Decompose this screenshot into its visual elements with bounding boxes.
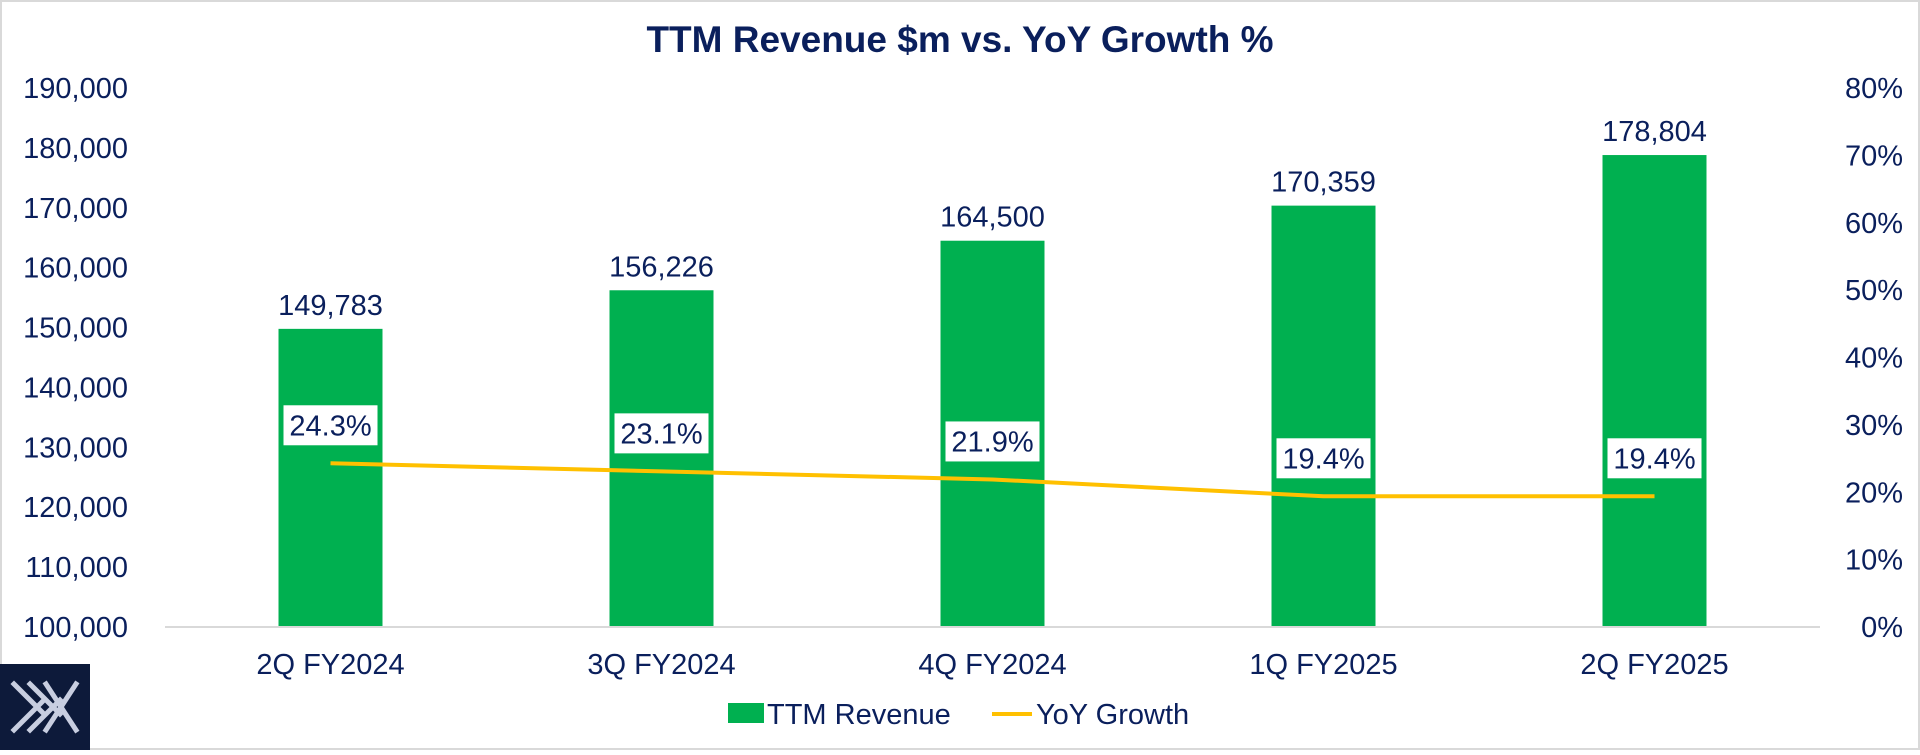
growth-label-text: 21.9%: [951, 426, 1033, 458]
category-labels: 2Q FY2024 3Q FY2024 4Q FY2024 1Q FY2025 2Q F…: [256, 649, 1728, 681]
growth-label-text: 24.3%: [289, 410, 371, 442]
right-tick-label: 20%: [1845, 477, 1903, 509]
right-tick-label: 60%: [1845, 208, 1903, 240]
bar-data-labels: 149,783 156,226 164,500 170,359 178,804: [278, 116, 1707, 322]
right-tick-label: 80%: [1845, 73, 1903, 105]
growth-label-box: [945, 421, 1040, 462]
category-label: 2Q FY2024: [256, 649, 404, 681]
x-logo-icon: [10, 680, 80, 734]
right-axis-ticks: 0% 10% 20% 30% 40% 50% 60% 70% 80%: [1845, 73, 1903, 644]
left-tick-label: 130,000: [23, 432, 128, 464]
revenue-bar-label: 170,359: [1271, 167, 1376, 199]
category-label: 4Q FY2024: [918, 649, 1066, 681]
left-tick-label: 170,000: [23, 193, 128, 225]
growth-label-box: [283, 405, 378, 446]
left-axis-ticks: 100,000 110,000 120,000 130,000 140,000 150,0…: [23, 73, 128, 644]
growth-label-text: 23.1%: [620, 418, 702, 450]
growth-label-text: 19.4%: [1282, 443, 1364, 475]
left-tick-label: 120,000: [23, 492, 128, 524]
chart-title: TTM Revenue $m vs. YoY Growth %: [646, 19, 1273, 60]
right-tick-label: 50%: [1845, 275, 1903, 307]
left-tick-label: 150,000: [23, 313, 128, 345]
left-tick-label: 190,000: [23, 73, 128, 105]
right-tick-label: 0%: [1861, 612, 1903, 644]
right-tick-label: 40%: [1845, 343, 1903, 375]
growth-data-label: 23.1%: [614, 413, 709, 454]
revenue-bar: [1271, 205, 1376, 628]
revenue-bar: [278, 328, 383, 627]
line-data-labels: 24.3% 23.1% 21.9% 19.4% 19.4%: [283, 405, 1702, 479]
growth-label-box: [1607, 438, 1702, 479]
left-tick-label: 180,000: [23, 133, 128, 165]
revenue-bar: [1602, 155, 1707, 627]
revenue-bar-label: 178,804: [1602, 116, 1707, 148]
revenue-bar-label: 149,783: [278, 290, 383, 322]
left-tick-label: 160,000: [23, 253, 128, 285]
legend: TTM Revenue YoY Growth: [728, 699, 1189, 731]
growth-data-label: 21.9%: [945, 421, 1040, 462]
legend-swatch-revenue: [728, 703, 764, 723]
category-label: 1Q FY2025: [1249, 649, 1397, 681]
revenue-bar-label: 164,500: [940, 202, 1045, 234]
legend-label-revenue: TTM Revenue: [767, 699, 951, 731]
right-tick-label: 10%: [1845, 545, 1903, 577]
growth-data-label: 24.3%: [283, 405, 378, 446]
left-tick-label: 140,000: [23, 372, 128, 404]
growth-label-text: 19.4%: [1613, 443, 1695, 475]
left-tick-label: 100,000: [23, 612, 128, 644]
growth-data-label: 19.4%: [1276, 438, 1371, 479]
growth-label-box: [614, 413, 709, 454]
growth-data-label: 19.4%: [1607, 438, 1702, 479]
growth-label-box: [1276, 438, 1371, 479]
legend-label-growth: YoY Growth: [1036, 699, 1189, 731]
yoy-growth-line: [330, 461, 1655, 499]
category-label: 3Q FY2024: [587, 649, 735, 681]
category-label: 2Q FY2025: [1580, 649, 1728, 681]
revenue-bar: [609, 290, 714, 627]
revenue-bar-label: 156,226: [609, 251, 714, 283]
logo: [0, 664, 90, 750]
right-tick-label: 70%: [1845, 140, 1903, 172]
right-tick-label: 30%: [1845, 410, 1903, 442]
left-tick-label: 110,000: [25, 552, 128, 584]
